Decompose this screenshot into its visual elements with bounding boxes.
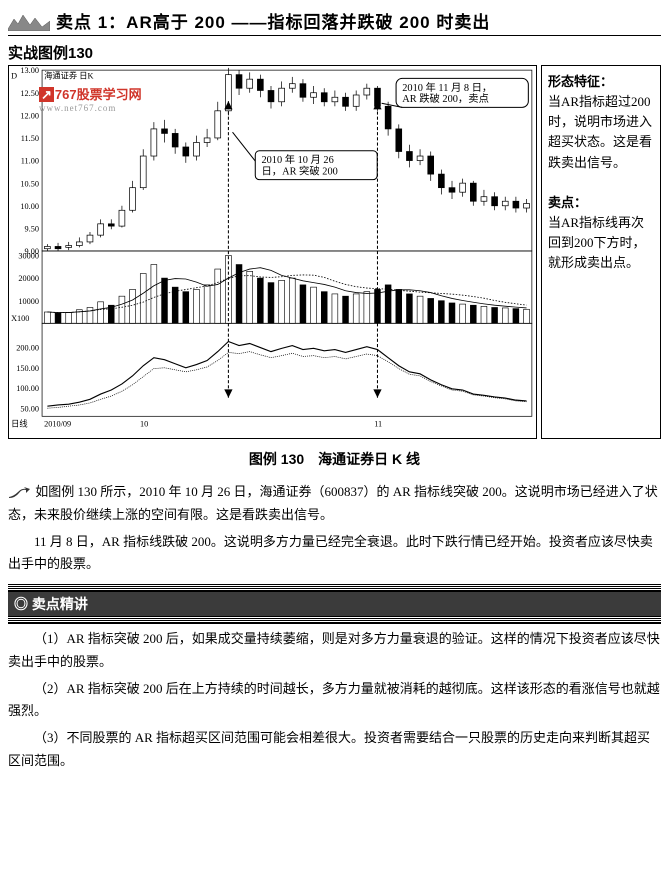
svg-text:11.00: 11.00 [21, 157, 39, 166]
sidebar-text-2: 当AR指标线再次回到200下方时，就形成卖出点。 [548, 213, 654, 273]
watermark-cn: 767股票学习网 [55, 87, 142, 102]
tips-list: （1）AR 指标突破 200 后，如果成交量持续萎缩，则是对多方力量衰退的验证。… [8, 628, 661, 773]
arrow-icon [8, 487, 30, 499]
svg-text:海通证券 日K: 海通证券 日K [44, 70, 93, 80]
tip-2: （2）AR 指标突破 200 后在上方持续的时间越长，多方力量就被消耗的越彻底。… [8, 678, 661, 724]
sidebar-text-1: 当AR指标超过200时，说明市场进入超买状态。这是看跌卖出信号。 [548, 92, 654, 173]
chart-container: ↗767股票学习网 www.net767.com 海通证券 日K D13.00 12… [8, 65, 537, 439]
svg-text:2010 年 11 月 8 日，: 2010 年 11 月 8 日， [402, 81, 492, 94]
body-text: 如图例 130 所示，2010 年 10 月 26 日，海通证券（600837）… [8, 481, 661, 576]
svg-text:11.50: 11.50 [21, 134, 39, 143]
svg-text:日，AR 突破 200: 日，AR 突破 200 [261, 165, 337, 178]
para-2: 11 月 8 日，AR 指标线跌破 200。这说明多方力量已经完全衰退。此时下跌… [8, 531, 661, 577]
svg-text:2010 年 10 月 26: 2010 年 10 月 26 [261, 153, 333, 166]
feature-sidebar: 形态特征： 当AR指标超过200时，说明市场进入超买状态。这是看跌卖出信号。 卖… [541, 65, 661, 439]
svg-text:50.00: 50.00 [20, 404, 39, 413]
svg-text:30000: 30000 [18, 252, 39, 261]
svg-text:20000: 20000 [18, 274, 39, 283]
page-title-row: 卖点 1：AR高于 200 ——指标回落并跌破 200 时卖出 [8, 8, 661, 36]
sidebar-heading-1: 形态特征： [548, 72, 654, 92]
watermark-url: www.net767.com [39, 103, 142, 113]
svg-text:100.00: 100.00 [16, 384, 39, 393]
svg-text:X100: X100 [11, 314, 29, 323]
tip-3: （3）不同股票的 AR 指标超买区间范围可能会相差很大。投资者需要结合一只股票的… [8, 727, 661, 773]
svg-text:2010/09: 2010/09 [44, 420, 71, 429]
mountain-icon [8, 11, 50, 31]
svg-text:150.00: 150.00 [16, 364, 39, 373]
svg-text:日线: 日线 [11, 419, 28, 429]
section-title: ◎ 卖点精讲 [8, 592, 661, 616]
svg-text:9.50: 9.50 [25, 224, 39, 233]
para-1: 如图例 130 所示，2010 年 10 月 26 日，海通证券（600837）… [8, 481, 661, 527]
stock-chart: 海通证券 日K D13.00 12.50 12.00 11.50 11.00 10.50 10… [9, 66, 536, 438]
section-bar: ◎ 卖点精讲 [8, 584, 661, 624]
svg-text:AR 跌破 200，卖点: AR 跌破 200，卖点 [402, 92, 489, 105]
para-1-text: 如图例 130 所示，2010 年 10 月 26 日，海通证券（600837）… [8, 484, 658, 522]
svg-text:10000: 10000 [18, 297, 39, 306]
svg-text:12.50: 12.50 [20, 89, 39, 98]
watermark: ↗767股票学习网 www.net767.com [39, 84, 142, 113]
svg-text:200.00: 200.00 [16, 344, 39, 353]
svg-text:10: 10 [140, 420, 148, 429]
sidebar-heading-2: 卖点： [548, 193, 654, 213]
svg-text:D: D [11, 71, 17, 80]
tip-1: （1）AR 指标突破 200 后，如果成交量持续萎缩，则是对多方力量衰退的验证。… [8, 628, 661, 674]
svg-text:13.00: 13.00 [20, 66, 39, 75]
example-label: 实战图例130 [8, 42, 661, 63]
svg-text:11: 11 [374, 420, 382, 429]
page-title: 卖点 1：AR高于 200 ——指标回落并跌破 200 时卖出 [56, 8, 490, 33]
svg-text:10.50: 10.50 [20, 179, 39, 188]
figure-caption: 图例 130 海通证券日 K 线 [8, 449, 661, 469]
svg-text:10.00: 10.00 [20, 202, 39, 211]
svg-text:12.00: 12.00 [20, 111, 39, 120]
